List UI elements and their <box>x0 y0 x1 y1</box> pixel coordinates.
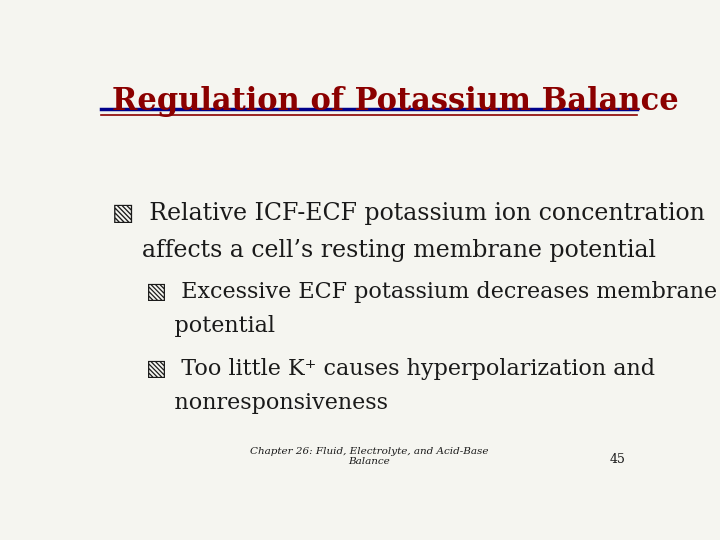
Text: ▧  Too little K⁺ causes hyperpolarization and: ▧ Too little K⁺ causes hyperpolarization… <box>145 358 655 380</box>
Text: ▧  Relative ICF-ECF potassium ion concentration: ▧ Relative ICF-ECF potassium ion concent… <box>112 202 705 225</box>
Text: Chapter 26: Fluid, Electrolyte, and Acid-Base
Balance: Chapter 26: Fluid, Electrolyte, and Acid… <box>250 447 488 466</box>
Text: ▧  Excessive ECF potassium decreases membrane: ▧ Excessive ECF potassium decreases memb… <box>145 281 717 303</box>
Text: 45: 45 <box>610 453 626 466</box>
Text: affects a cell’s resting membrane potential: affects a cell’s resting membrane potent… <box>112 239 657 261</box>
Text: potential: potential <box>145 315 275 337</box>
Text: nonresponsiveness: nonresponsiveness <box>145 392 388 414</box>
Text: Regulation of Potassium Balance: Regulation of Potassium Balance <box>112 85 679 117</box>
